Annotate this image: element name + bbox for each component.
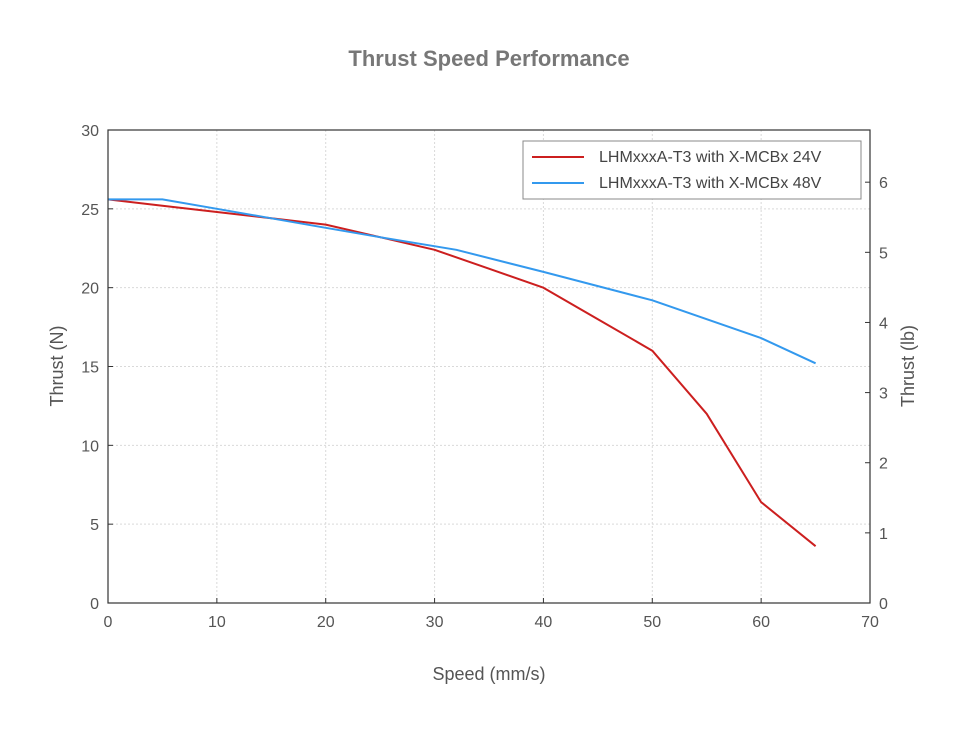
legend-box <box>522 140 862 200</box>
legend-label-48v: LHMxxxA-T3 with X-MCBx 48V <box>599 175 822 192</box>
y-tick-label: 0 <box>90 596 99 613</box>
y-right-tick-label: 5 <box>879 245 888 262</box>
y-tick-label: 25 <box>81 202 99 219</box>
legend: LHMxxxA-T3 with X-MCBx 24V LHMxxxA-T3 wi… <box>522 140 862 200</box>
x-tick-label: 50 <box>643 614 661 631</box>
x-axis-ticks: 0 10 20 30 40 50 60 70 <box>104 598 879 631</box>
y-right-tick-label: 0 <box>879 596 888 613</box>
y-tick-label: 20 <box>81 281 99 298</box>
y-axis-right-label: Thrust (lb) <box>898 325 918 407</box>
y-right-tick-label: 4 <box>879 315 888 332</box>
x-tick-label: 10 <box>208 614 226 631</box>
y-tick-label: 5 <box>90 517 99 534</box>
x-axis-label: Speed (mm/s) <box>432 664 545 684</box>
x-tick-label: 60 <box>752 614 770 631</box>
x-tick-label: 40 <box>535 614 553 631</box>
series-line-24v <box>107 198 817 547</box>
y-tick-label: 15 <box>81 360 99 377</box>
y-right-tick-label: 2 <box>879 456 888 473</box>
chart-title: Thrust Speed Performance <box>348 46 629 71</box>
y-axis-ticks: 0 5 10 15 20 25 30 <box>81 123 113 613</box>
x-tick-label: 20 <box>317 614 335 631</box>
series-lines <box>107 198 817 547</box>
y-axis-label: Thrust (N) <box>47 326 67 407</box>
x-tick-label: 30 <box>426 614 444 631</box>
y-right-tick-label: 6 <box>879 175 888 192</box>
series-line-48v <box>108 198 817 365</box>
gridlines <box>108 130 870 603</box>
y-right-tick-label: 3 <box>879 386 888 403</box>
legend-label-24v: LHMxxxA-T3 with X-MCBx 24V <box>599 149 822 166</box>
x-tick-label: 70 <box>861 614 879 631</box>
y-tick-label: 30 <box>81 123 99 140</box>
x-tick-label: 0 <box>104 614 113 631</box>
y-right-tick-label: 1 <box>879 526 888 543</box>
y-tick-label: 10 <box>81 438 99 455</box>
y-axis-right-ticks: 0 1 2 3 4 5 6 <box>865 175 888 613</box>
